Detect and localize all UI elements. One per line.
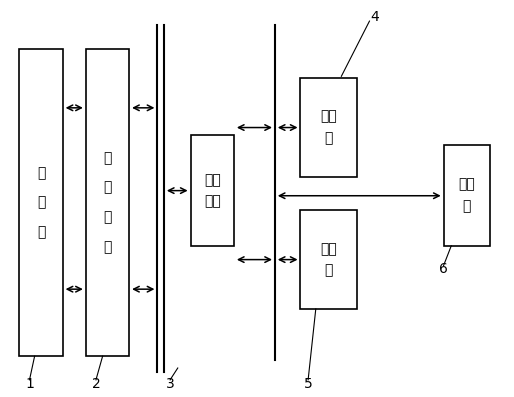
Bar (86, 49, 129, 356)
Text: 数据: 数据 (320, 242, 337, 256)
Text: 5: 5 (304, 377, 313, 391)
Bar (191, 135, 234, 246)
Text: 库: 库 (324, 264, 333, 278)
Text: 智: 智 (103, 151, 112, 165)
Bar (301, 78, 357, 177)
Text: 3: 3 (166, 377, 174, 391)
Text: 4: 4 (370, 10, 379, 24)
Text: 炉: 炉 (37, 225, 45, 239)
Text: 机: 机 (463, 199, 471, 213)
Text: 1: 1 (25, 377, 34, 391)
Bar (20, 49, 63, 356)
Text: 站: 站 (324, 131, 333, 145)
Text: 6: 6 (439, 262, 448, 276)
Text: 烧: 烧 (37, 195, 45, 210)
Text: 表: 表 (103, 240, 112, 254)
Text: 燃: 燃 (37, 166, 45, 180)
Text: 2: 2 (91, 377, 100, 391)
Text: 控制: 控制 (320, 110, 337, 124)
Bar (301, 210, 357, 309)
Text: 数据: 数据 (204, 173, 221, 187)
Text: 上位: 上位 (458, 178, 475, 192)
Text: 能: 能 (103, 181, 112, 195)
Bar (444, 145, 490, 246)
Text: 接口: 接口 (204, 195, 221, 208)
Text: 仪: 仪 (103, 210, 112, 224)
